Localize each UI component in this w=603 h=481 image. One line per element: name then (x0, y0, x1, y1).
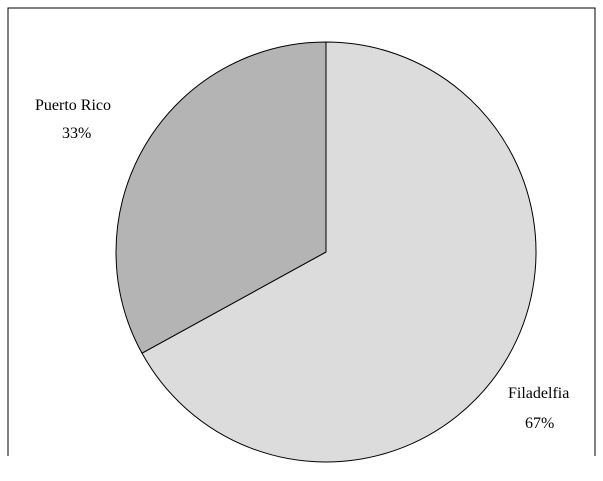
pie-slices (115, 41, 537, 463)
chart-frame (7, 7, 596, 456)
label-filadelfia-name: Filadelfia (508, 385, 569, 402)
label-puerto-rico-name: Puerto Rico (35, 97, 111, 114)
label-filadelfia-value: 67% (525, 415, 554, 432)
pie-slice-puerto-rico (115, 41, 327, 354)
label-puerto-rico-value: 33% (62, 125, 91, 142)
pie-slice-filadelfia (141, 41, 537, 463)
